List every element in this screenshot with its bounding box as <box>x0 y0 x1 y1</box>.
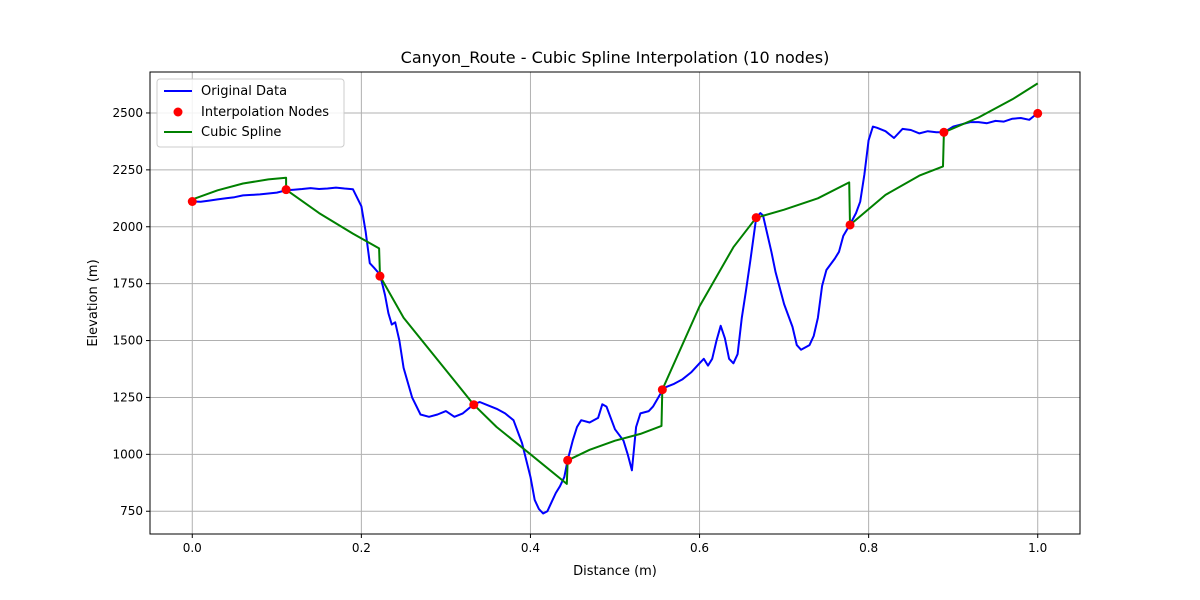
interpolation-node-point <box>751 213 761 223</box>
x-tick-label: 0.8 <box>859 541 878 555</box>
y-tick-label: 750 <box>120 504 143 518</box>
interpolation-node-point <box>469 400 479 410</box>
plot-area <box>187 82 1043 515</box>
y-tick-label: 2500 <box>112 106 143 120</box>
interpolation-node-point <box>1033 108 1043 118</box>
interpolation-node-point <box>845 220 855 230</box>
interpolation-node-point <box>939 127 949 137</box>
x-tick-label: 0.4 <box>521 541 540 555</box>
x-tick-label: 0.6 <box>690 541 709 555</box>
legend-box <box>156 78 345 148</box>
y-tick-label: 1000 <box>112 447 143 461</box>
series-original-data <box>192 112 1039 515</box>
y-axis-ticks: 750 1000 1250 1500 1750 2000 2250 2500 <box>112 106 150 518</box>
x-tick-label: 1.0 <box>1028 541 1047 555</box>
x-axis-ticks: 0.0 0.2 0.4 0.6 0.8 1.0 <box>183 534 1047 555</box>
interpolation-node-point <box>281 185 291 195</box>
y-tick-label: 1750 <box>112 277 143 291</box>
legend-label-nodes: Interpolation Nodes <box>201 105 329 120</box>
interpolation-node-point <box>563 455 573 465</box>
x-tick-label: 0.2 <box>352 541 371 555</box>
legend: Original Data Interpolation Nodes Cubic … <box>156 78 345 148</box>
legend-swatch-nodes <box>173 107 183 117</box>
interpolation-node-point <box>187 196 197 206</box>
interpolation-node-point <box>375 271 385 281</box>
y-tick-label: 1500 <box>112 334 143 348</box>
y-tick-label: 2000 <box>112 220 143 234</box>
x-axis-label: Distance (m) <box>573 564 657 579</box>
grid <box>150 72 1080 534</box>
axes-frame <box>149 71 1081 535</box>
y-tick-label: 2250 <box>112 163 143 177</box>
y-axis-label: Elevation (m) <box>86 259 101 346</box>
interpolation-node-point <box>657 385 667 395</box>
legend-label-original: Original Data <box>201 84 287 99</box>
chart-title: Canyon_Route - Cubic Spline Interpolatio… <box>401 48 830 68</box>
series-cubic-spline <box>191 82 1039 485</box>
legend-label-spline: Cubic Spline <box>201 125 281 140</box>
x-tick-label: 0.0 <box>183 541 202 555</box>
y-tick-label: 1250 <box>112 390 143 404</box>
